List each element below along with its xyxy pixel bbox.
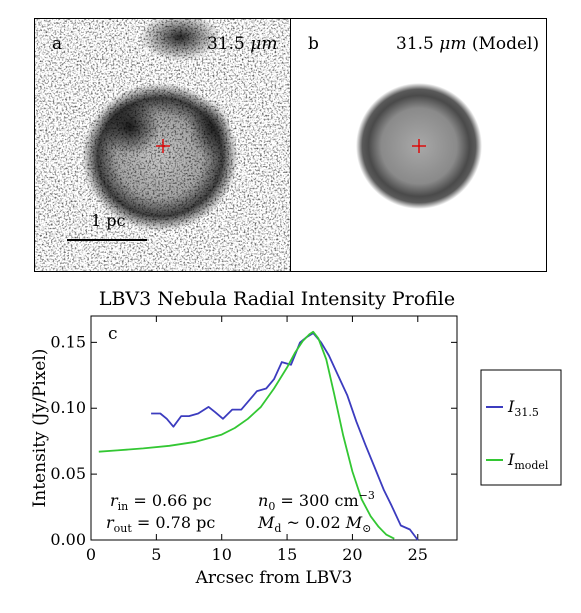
model-center-marker bbox=[412, 139, 426, 153]
radial-profile-chart: LBV3 Nebula Radial Intensity Profile c 0… bbox=[30, 288, 562, 588]
x-tick-label: 0 bbox=[86, 545, 96, 564]
panel-b-title: 31.5 μm (Model) bbox=[396, 34, 540, 54]
legend-label-observed: I31.5 bbox=[507, 397, 539, 419]
annotation-r-out: rout = 0.78 pc bbox=[106, 513, 215, 535]
x-tick-label: 25 bbox=[408, 545, 428, 564]
annotation-r-in: rin = 0.66 pc bbox=[110, 491, 212, 513]
x-tick-label: 5 bbox=[151, 545, 161, 564]
y-tick-label: 0.00 bbox=[50, 530, 86, 549]
x-tick-label: 20 bbox=[342, 545, 362, 564]
panel-a-observed: a 31.5 μm 1 pc bbox=[34, 18, 292, 272]
series-line-observed bbox=[151, 332, 419, 541]
legend-label-model: Imodel bbox=[507, 450, 549, 472]
x-axis-label: Arcsec from LBV3 bbox=[195, 568, 353, 588]
panel-b-model: b 31.5 μm (Model) bbox=[290, 18, 547, 272]
plot-frame bbox=[90, 315, 458, 541]
x-tick-label: 15 bbox=[277, 545, 297, 564]
scale-bar bbox=[67, 239, 147, 241]
y-tick-label: 0.15 bbox=[50, 332, 86, 351]
panel-b-label: b bbox=[308, 34, 319, 54]
annotation-mass: Md ~ 0.02 M⊙ bbox=[257, 513, 371, 535]
y-tick-label: 0.10 bbox=[50, 398, 86, 417]
center-marker bbox=[156, 139, 170, 153]
panel-a-label: a bbox=[52, 34, 63, 54]
annotation-n0: n0 = 300 cm−3 bbox=[258, 489, 375, 513]
y-axis-label: Intensity (Jy/Pixel) bbox=[30, 349, 50, 508]
series-line-model bbox=[98, 330, 395, 540]
chart-title: LBV3 Nebula Radial Intensity Profile bbox=[99, 288, 455, 310]
observed-image bbox=[35, 19, 291, 271]
panel-c-label: c bbox=[108, 324, 118, 344]
y-tick-label: 0.05 bbox=[50, 464, 86, 483]
x-tick-label: 10 bbox=[212, 545, 232, 564]
panel-a-title: 31.5 μm bbox=[207, 34, 278, 54]
model-image bbox=[356, 83, 482, 209]
legend-box bbox=[480, 369, 562, 486]
scale-bar-label: 1 pc bbox=[91, 211, 126, 230]
